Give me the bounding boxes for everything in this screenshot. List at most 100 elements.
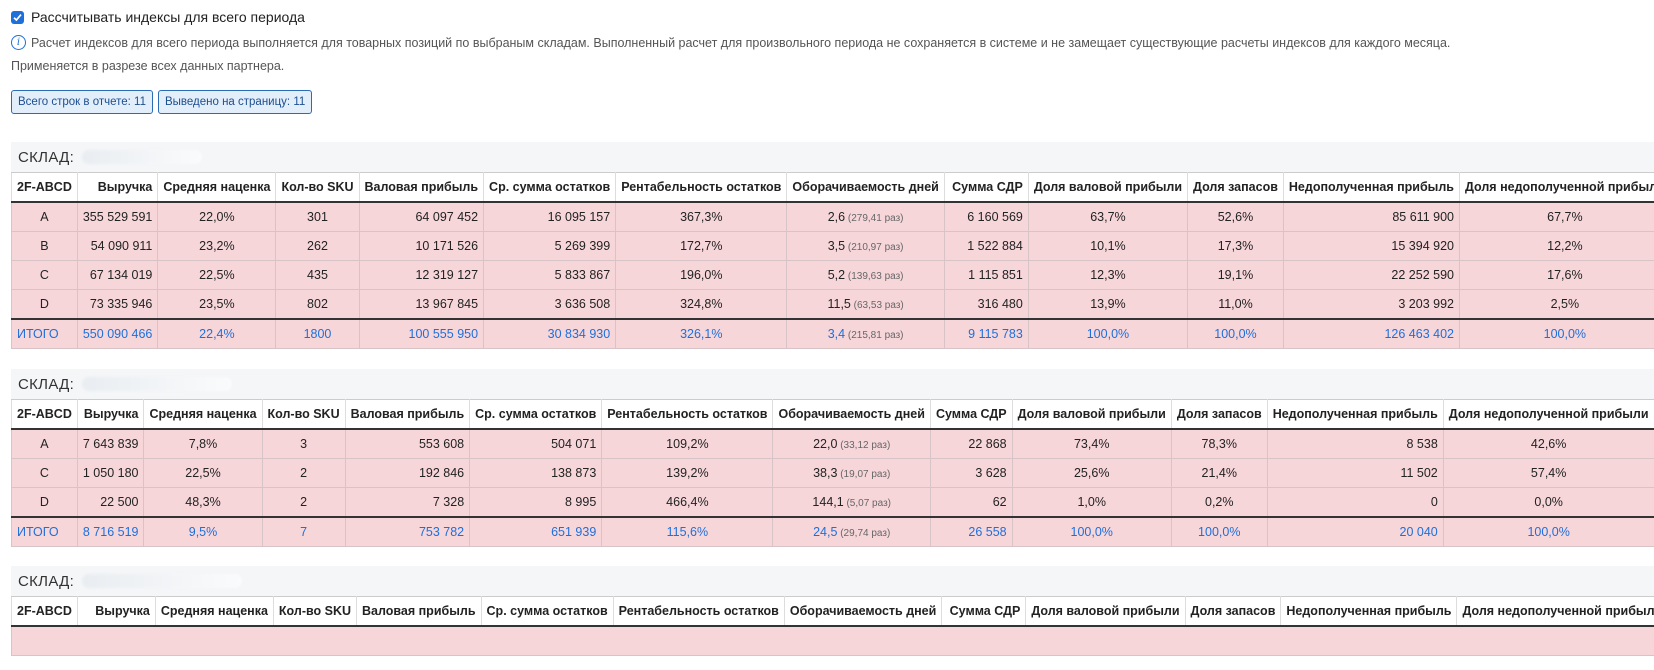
- column-header[interactable]: Оборачиваемость дней: [772, 399, 931, 430]
- table-cell: 355 529 591: [76, 201, 159, 232]
- table-cell: 48,3%: [143, 487, 263, 518]
- column-header[interactable]: Недополученная прибыль: [1280, 596, 1458, 627]
- turnover-times: (63,53 раз): [850, 300, 904, 311]
- column-header[interactable]: Недополученная прибыль: [1282, 172, 1460, 203]
- turnover-days: 22,0: [813, 437, 838, 451]
- turnover-days: 3,4: [827, 327, 846, 341]
- column-header[interactable]: Доля недополученной прибыли: [1456, 596, 1654, 627]
- table-cell: 139,2%: [601, 458, 774, 488]
- table-cell: 126 463 402: [1282, 318, 1460, 349]
- warehouse-label: СКЛАД:: [18, 148, 75, 166]
- table-cell: 1,0%: [1011, 487, 1172, 518]
- column-header[interactable]: Ср. сумма остатков: [469, 399, 603, 430]
- table-cell: 21,4%: [1170, 458, 1268, 488]
- column-header[interactable]: Средняя наценка: [157, 172, 277, 203]
- table-row: D 73 335 946 23,5% 802 13 967 845 3 636 508 32…: [11, 289, 1654, 320]
- warehouse-section-1: СКЛАД: 2F-ABCD Выручка Средняя наценка Кол-…: [11, 142, 1654, 349]
- table-cell: 0: [1266, 487, 1444, 518]
- table-cell: ИТОГО: [11, 516, 78, 547]
- warehouse-label: СКЛАД:: [18, 375, 75, 393]
- column-header[interactable]: Выручка: [76, 399, 145, 430]
- table-cell: 196,0%: [615, 260, 788, 290]
- column-header[interactable]: Недополученная прибыль: [1266, 399, 1444, 430]
- table-cell: 367,3%: [615, 201, 788, 232]
- column-header[interactable]: Доля запасов: [1187, 172, 1284, 203]
- column-header[interactable]: 2F-ABCD: [11, 596, 78, 627]
- column-header[interactable]: Доля валовой прибыли: [1025, 596, 1186, 627]
- column-header[interactable]: Оборачиваемость дней: [786, 172, 945, 203]
- table-cell: 138 873: [469, 458, 603, 488]
- column-header[interactable]: Доля недополученной прибыли: [1458, 172, 1654, 203]
- column-header[interactable]: Ср. сумма остатков: [480, 596, 614, 627]
- table-cell: 30 834 930: [483, 318, 617, 349]
- column-header[interactable]: Доля запасов: [1184, 596, 1282, 627]
- column-header[interactable]: Выручка: [76, 172, 159, 203]
- column-header[interactable]: Оборачиваемость дней: [783, 596, 943, 627]
- column-header[interactable]: Рентабельность остатков: [601, 399, 774, 430]
- column-header[interactable]: Сумма СДР: [929, 399, 1013, 430]
- table-cell: 22,0 (33,12 раз): [772, 428, 931, 459]
- column-header[interactable]: Валовая прибыль: [356, 596, 482, 627]
- table-cell: C: [11, 260, 78, 290]
- whole-period-checkbox-row[interactable]: Рассчитывать индексы для всего периода: [11, 8, 1654, 26]
- whole-period-checkbox-label[interactable]: Рассчитывать индексы для всего периода: [31, 9, 305, 25]
- column-header[interactable]: Кол-во SKU: [275, 172, 360, 203]
- table-cell: 2: [261, 458, 346, 488]
- table-cell: 100,0%: [1011, 516, 1172, 547]
- warehouse-name-redacted: [82, 574, 243, 588]
- table-total-row: ИТОГО 8 716 519 9,5% 7 753 782 651 939 115,6% 2…: [11, 516, 1654, 547]
- table-cell: 12,3%: [1027, 260, 1189, 290]
- table-cell: 17,6%: [1458, 260, 1654, 290]
- column-header[interactable]: Рентабельность остатков: [615, 172, 788, 203]
- table-cell: 550 090 466: [76, 318, 159, 349]
- column-header[interactable]: Сумма СДР: [941, 596, 1027, 627]
- table-cell: 63,7%: [1027, 201, 1189, 232]
- column-header[interactable]: Средняя наценка: [143, 399, 263, 430]
- table-cell: 22,0%: [157, 201, 277, 232]
- table-cell: 10 171 526: [358, 231, 485, 261]
- column-header[interactable]: Кол-во SKU: [261, 399, 346, 430]
- column-header[interactable]: Доля валовой прибыли: [1011, 399, 1172, 430]
- column-header[interactable]: Выручка: [76, 596, 156, 627]
- table-cell: 3 628: [929, 458, 1013, 488]
- column-header[interactable]: Сумма СДР: [943, 172, 1029, 203]
- column-header[interactable]: Рентабельность остатков: [612, 596, 785, 627]
- column-header[interactable]: Валовая прибыль: [358, 172, 485, 203]
- table-cell: 85 611 900: [1282, 201, 1460, 232]
- table-cell: 64 097 452: [358, 201, 485, 232]
- table-cell: 7: [261, 516, 346, 547]
- table-cell: 3,4 (215,81 раз): [786, 318, 945, 349]
- table-cell: 7 328: [344, 487, 471, 518]
- whole-period-checkbox[interactable]: [11, 10, 24, 24]
- column-header[interactable]: 2F-ABCD: [11, 172, 78, 203]
- turnover-times: (139,63 раз): [845, 271, 904, 282]
- column-header[interactable]: 2F-ABCD: [11, 399, 78, 430]
- table-cell: 7 643 839: [76, 428, 145, 459]
- table-cell: B: [11, 231, 78, 261]
- table-cell: 62: [929, 487, 1013, 518]
- table-cell: 435: [275, 260, 360, 290]
- column-header[interactable]: Доля запасов: [1170, 399, 1268, 430]
- note-text: Применяется в разрезе всех данных партне…: [11, 59, 285, 73]
- table-cell: 9 115 783: [943, 318, 1029, 349]
- table-cell: 1 115 851: [943, 260, 1029, 290]
- column-header[interactable]: Валовая прибыль: [344, 399, 471, 430]
- column-header[interactable]: Средняя наценка: [154, 596, 274, 627]
- column-header[interactable]: Доля валовой прибыли: [1027, 172, 1189, 203]
- table-cell: 3: [261, 428, 346, 459]
- turnover-days: 144,1: [812, 495, 844, 509]
- column-header[interactable]: Доля недополученной прибыли: [1442, 399, 1654, 430]
- table-cell: 316 480: [943, 289, 1029, 320]
- warehouse-header: СКЛАД:: [11, 142, 1654, 172]
- table-cell: 8 538: [1266, 428, 1444, 459]
- column-header[interactable]: Ср. сумма остатков: [483, 172, 617, 203]
- table-header-row: 2F-ABCD Выручка Средняя наценка Кол-во SKU В…: [11, 596, 1654, 627]
- turnover-times: (19,07 раз): [837, 469, 891, 480]
- table-cell: ИТОГО: [11, 318, 78, 349]
- turnover-days: 38,3: [813, 466, 838, 480]
- table-cell: 2: [261, 487, 346, 518]
- column-header[interactable]: Кол-во SKU: [272, 596, 358, 627]
- table-cell: 22,4%: [157, 318, 277, 349]
- warehouse-header: СКЛАД:: [11, 369, 1654, 399]
- table-cell: 23,5%: [157, 289, 277, 320]
